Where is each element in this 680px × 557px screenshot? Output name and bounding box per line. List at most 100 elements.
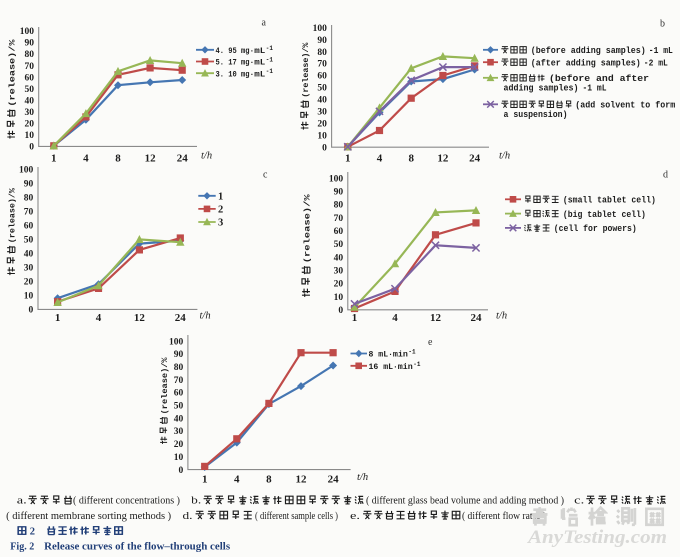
svg-text:1: 1 — [51, 152, 57, 164]
svg-text:70: 70 — [174, 376, 184, 386]
svg-text:·: · — [393, 362, 398, 372]
svg-text:-1: -1 — [266, 57, 274, 64]
svg-text:10: 10 — [334, 293, 344, 303]
svg-text:50: 50 — [24, 236, 34, 246]
svg-text:2: 2 — [30, 526, 35, 537]
svg-text:80: 80 — [24, 194, 34, 204]
svg-text:50: 50 — [334, 240, 344, 250]
svg-text:10: 10 — [174, 453, 184, 463]
svg-text:t/h: t/h — [499, 151, 510, 162]
svg-text:80: 80 — [334, 201, 344, 211]
svg-text:60: 60 — [317, 72, 327, 82]
svg-text:a.: a. — [17, 496, 27, 507]
svg-text:30: 30 — [25, 108, 35, 118]
svg-text:4: 4 — [392, 312, 398, 324]
svg-text:a suspension): a suspension) — [504, 110, 568, 120]
svg-text:mL: mL — [254, 46, 265, 56]
svg-text:24: 24 — [328, 473, 340, 485]
svg-text:50: 50 — [25, 85, 35, 95]
svg-text:e: e — [428, 337, 433, 348]
svg-text:30: 30 — [174, 427, 184, 437]
svg-text:(release)/%: (release)/% — [301, 42, 311, 98]
svg-text:mL: mL — [254, 58, 265, 68]
svg-text:24: 24 — [469, 152, 481, 164]
svg-text:t/h: t/h — [496, 311, 507, 322]
svg-text:24: 24 — [175, 312, 187, 324]
svg-text:40: 40 — [24, 250, 34, 260]
svg-text:60: 60 — [334, 227, 344, 237]
svg-text:t/h: t/h — [200, 311, 211, 322]
svg-text:mL: mL — [254, 69, 265, 79]
svg-text:b: b — [660, 19, 665, 30]
svg-text:4: 4 — [377, 152, 383, 164]
svg-text:AnyTesting.com: AnyTesting.com — [527, 527, 667, 548]
svg-text:·: · — [250, 58, 255, 68]
svg-text:90: 90 — [174, 350, 184, 360]
svg-text:4: 4 — [234, 473, 240, 485]
svg-text:1: 1 — [55, 312, 61, 324]
svg-text:(small tablet cell): (small tablet cell) — [563, 196, 656, 206]
svg-text:1: 1 — [202, 473, 208, 485]
svg-text:·: · — [388, 350, 393, 360]
svg-text:t/h: t/h — [357, 472, 368, 483]
svg-text:t/h: t/h — [201, 151, 212, 162]
svg-text:c: c — [263, 170, 268, 181]
svg-text:30: 30 — [24, 264, 34, 274]
svg-text:( different sample cells ): ( different sample cells ) — [255, 511, 338, 522]
svg-text:90: 90 — [25, 39, 35, 49]
svg-text:a: a — [262, 18, 267, 29]
svg-text:0: 0 — [322, 143, 327, 153]
svg-text:10: 10 — [317, 131, 327, 141]
svg-text:50: 50 — [174, 402, 184, 412]
svg-text:(release)/%: (release)/% — [8, 187, 18, 243]
svg-text:e.: e. — [350, 511, 360, 522]
svg-text:80: 80 — [317, 48, 327, 58]
svg-text:min: min — [393, 350, 408, 360]
svg-text:(add solvent to form: (add solvent to form — [575, 101, 675, 111]
svg-text:adding samples): adding samples) — [504, 84, 579, 94]
svg-text:100: 100 — [20, 27, 35, 37]
svg-text:(release)/%: (release)/% — [8, 39, 18, 107]
svg-text:1: 1 — [352, 312, 358, 324]
svg-text:Release curves of the flow–thr: Release curves of the flow–through cells — [44, 541, 230, 552]
svg-text:-2 mL: -2 mL — [644, 58, 668, 68]
svg-text:24: 24 — [177, 152, 189, 164]
svg-text:30: 30 — [334, 267, 344, 277]
svg-text:70: 70 — [24, 208, 34, 218]
svg-text:0: 0 — [338, 306, 343, 316]
svg-text:90: 90 — [317, 36, 327, 46]
svg-text:d.: d. — [183, 511, 193, 522]
svg-text:-1: -1 — [266, 68, 274, 75]
svg-text:100: 100 — [313, 24, 328, 34]
svg-text:(release)/%: (release)/% — [160, 356, 170, 414]
svg-text:b.: b. — [191, 496, 201, 507]
svg-text:24: 24 — [471, 312, 483, 324]
svg-text:40: 40 — [25, 96, 35, 106]
svg-text:8: 8 — [408, 152, 414, 164]
svg-text:0: 0 — [29, 306, 34, 316]
svg-text:(before adding samples): (before adding samples) — [531, 46, 646, 56]
svg-text:70: 70 — [317, 60, 327, 70]
svg-text:1: 1 — [345, 152, 351, 164]
svg-text:d: d — [663, 170, 668, 181]
svg-text:90: 90 — [24, 180, 34, 190]
svg-text:12: 12 — [437, 152, 449, 164]
svg-text:3: 3 — [218, 218, 223, 229]
svg-text:4: 4 — [83, 152, 89, 164]
svg-text:20: 20 — [25, 120, 35, 130]
svg-text:2: 2 — [218, 204, 223, 215]
svg-text:8: 8 — [266, 473, 272, 485]
svg-text:12: 12 — [145, 152, 157, 164]
svg-text:( different membrane sorting m: ( different membrane sorting methods ) — [6, 511, 171, 522]
svg-text:60: 60 — [24, 222, 34, 232]
svg-text:70: 70 — [25, 62, 35, 72]
svg-text:50: 50 — [317, 84, 327, 94]
svg-text:0: 0 — [29, 143, 34, 153]
svg-text:·: · — [250, 46, 255, 56]
svg-text:30: 30 — [317, 108, 327, 118]
svg-text:20: 20 — [24, 278, 34, 288]
svg-text:90: 90 — [334, 188, 344, 198]
svg-text:Fig. 2: Fig. 2 — [10, 541, 34, 552]
svg-text:min: min — [398, 362, 413, 372]
svg-text:60: 60 — [25, 73, 35, 83]
